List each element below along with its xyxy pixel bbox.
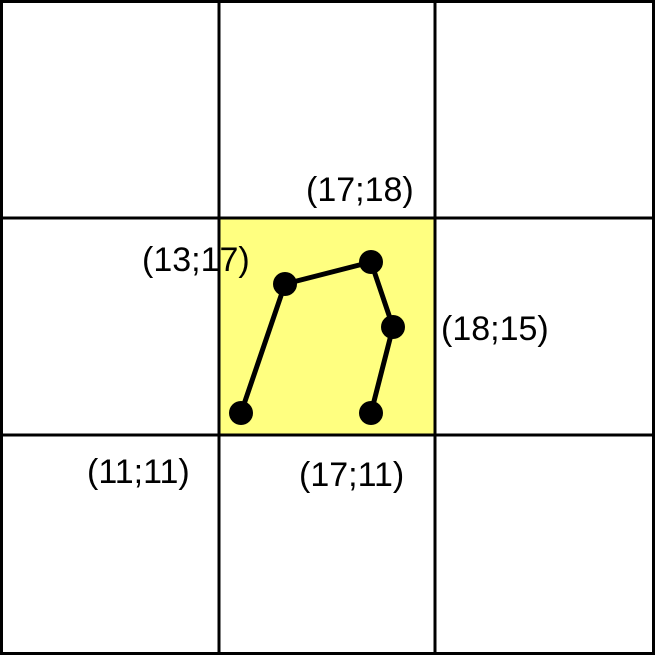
- point-p1: [229, 401, 253, 425]
- label-p3: (17;18): [306, 171, 414, 209]
- point-p3: [359, 250, 383, 274]
- label-p1: (11;11): [87, 453, 190, 491]
- label-p2: (13;17): [142, 241, 250, 279]
- point-p2: [273, 272, 297, 296]
- point-p4: [381, 315, 405, 339]
- point-p5: [359, 401, 383, 425]
- label-p4: (18;15): [441, 310, 549, 348]
- point-labels: (17;18) (13;17) (18;15) (11;11) (17;11): [87, 171, 549, 494]
- path-points: [229, 250, 405, 425]
- label-p5: (17;11): [299, 456, 404, 494]
